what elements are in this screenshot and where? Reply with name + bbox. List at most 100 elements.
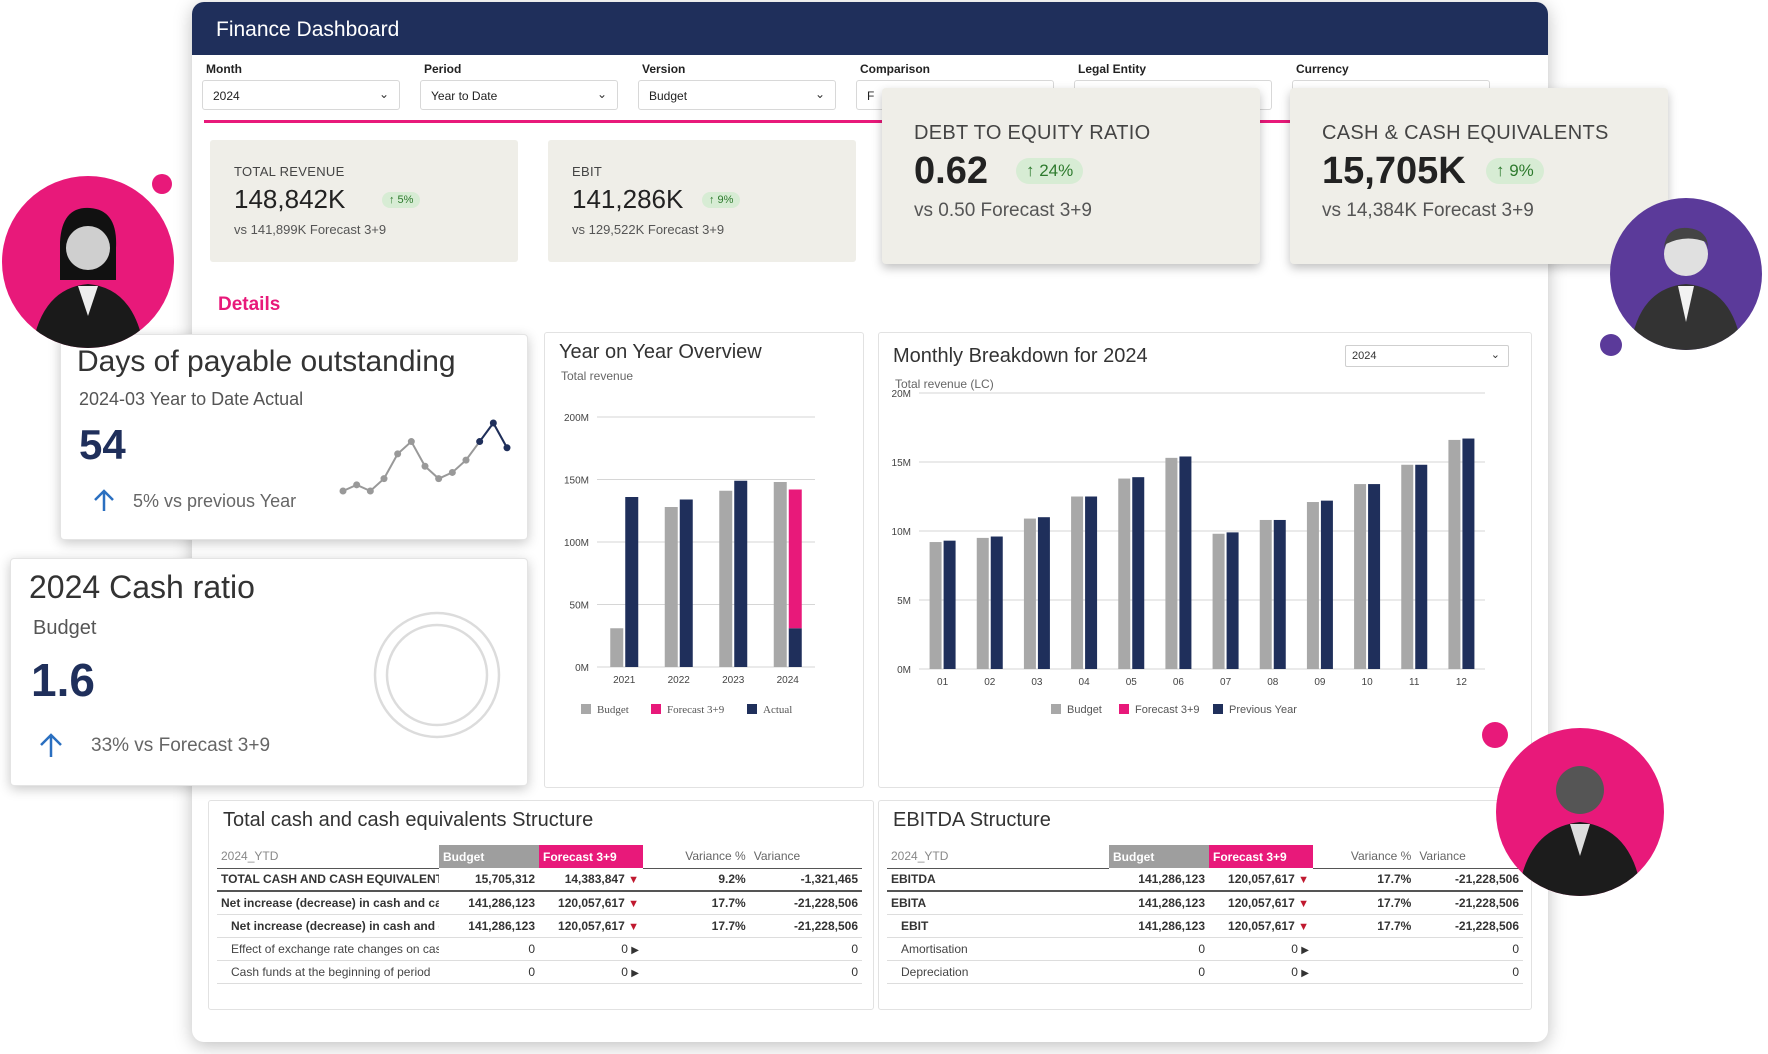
legend-label: Previous Year [1229, 704, 1297, 716]
year-dropdown-value: 2024 [1352, 350, 1377, 362]
kpi-value: 15,705K [1322, 150, 1466, 192]
filter-version[interactable]: Version Budget ⌄ [638, 62, 836, 110]
cell-variance: -21,228,506 [1415, 891, 1523, 915]
filter-month[interactable]: Month 2024 ⌄ [202, 62, 400, 110]
period-label: 2024_YTD [217, 845, 439, 869]
filter-label: Version [642, 62, 686, 76]
kpi-badge: ↑ 5% [382, 192, 421, 208]
card-value: 1.6 [31, 654, 95, 706]
cell-variance-pct: 17.7% [643, 891, 750, 915]
chart-title: Year on Year Overview [559, 341, 762, 363]
cell-variance-pct [1313, 960, 1416, 984]
cell-variance-pct: 17.7% [643, 914, 750, 938]
sparkline-point [462, 456, 470, 464]
cell-forecast: 120,057,617 ▼ [1209, 868, 1313, 892]
x-tick-label: 02 [984, 677, 996, 688]
ebitda-structure-panel: EBITDA Structure 2024_YTD Budget Forecast … [878, 800, 1532, 1010]
legend-swatch [651, 704, 661, 714]
x-tick-label: 03 [1031, 677, 1043, 688]
legend-label: Actual [763, 704, 792, 716]
cell-variance-pct [643, 960, 750, 984]
card-title: 2024 Cash ratio [29, 569, 255, 605]
cell-variance-pct [643, 937, 750, 961]
cell-forecast: 120,057,617 ▼ [539, 914, 643, 938]
triangle-down-icon: ▼ [628, 874, 639, 886]
card-change: 5% vs previous Year [133, 491, 297, 511]
filter-value: Year to Date [431, 89, 498, 103]
table-title: Total cash and cash equivalents Structur… [223, 809, 594, 831]
bar-budget [1071, 496, 1084, 669]
row-label: EBIT [887, 914, 1109, 938]
table-row: Cash funds at the beginning of period 0 0 … [217, 960, 862, 984]
table-row: Amortisation 0 0 ▶ 0 [887, 937, 1523, 961]
filter-value: Budget [649, 89, 688, 103]
bar-budget [610, 628, 624, 667]
dpo-card: Days of payable outstanding 2024-03 Year… [60, 334, 528, 540]
triangle-down-icon: ▼ [628, 897, 639, 910]
kpi-comparison: vs 141,899K Forecast 3+9 [234, 222, 387, 237]
cell-forecast: 0 ▶ [1209, 937, 1313, 961]
filter-select[interactable]: 2024 ⌄ [202, 80, 400, 110]
decor-dot-pink [152, 174, 172, 194]
legend-label: Forecast 3+9 [1135, 704, 1200, 716]
card-title: Days of payable outstanding [77, 345, 456, 378]
bar-budget [1023, 518, 1036, 669]
kpi-title: TOTAL REVENUE [234, 164, 345, 179]
legend-swatch [1213, 704, 1223, 714]
cell-budget: 0 [439, 937, 539, 961]
table-title: EBITDA Structure [893, 809, 1051, 831]
y-tick-label: 0M [897, 665, 911, 676]
filter-label: Currency [1296, 62, 1349, 76]
bar-actual [1085, 496, 1098, 669]
y-tick-label: 150M [564, 476, 589, 487]
header-budget: Budget [1109, 845, 1209, 868]
yoy-chart-panel: Year on Year Overview Total revenue 0M 50… [544, 332, 864, 788]
cash-ratio-card: 2024 Cash ratio Budget 1.6 33% vs Foreca… [10, 558, 528, 786]
kpi-total-revenue: TOTAL REVENUE 148,842K ↑ 5% vs 141,899K … [210, 140, 518, 262]
legend-label: Forecast 3+9 [667, 704, 725, 716]
cell-variance-pct: 17.7% [1313, 891, 1416, 915]
triangle-right-icon: ▶ [631, 967, 639, 979]
kpi-ebit: EBIT 141,286K ↑ 9% vs 129,522K Forecast … [548, 140, 856, 262]
person-photo-icon [32, 207, 144, 348]
bar-actual [990, 536, 1003, 669]
filter-select[interactable]: Year to Date ⌄ [420, 80, 618, 110]
period-label: 2024_YTD [887, 845, 1109, 869]
chart-subtitle: Total revenue [561, 369, 634, 383]
filter-period[interactable]: Period Year to Date ⌄ [420, 62, 618, 110]
bar-actual [1368, 484, 1381, 669]
cell-variance: 0 [749, 937, 862, 961]
kpi-value: 148,842K [234, 184, 346, 214]
table-header-row: 2024_YTD Budget Forecast 3+9 Variance % Vari… [217, 845, 862, 869]
card-value: 54 [79, 421, 126, 468]
avatar-woman [2, 176, 174, 348]
x-tick-label: 2024 [777, 675, 800, 686]
x-tick-label: 05 [1126, 677, 1138, 688]
table-row: Net increase (decrease) in cash and cash… [217, 891, 862, 915]
filter-select[interactable]: Budget ⌄ [638, 80, 836, 110]
bar-budget [929, 542, 942, 669]
cell-forecast: 120,057,617 ▼ [539, 891, 643, 915]
decor-dot-pink-2 [1482, 722, 1508, 748]
decor-dot-purple [1600, 334, 1622, 356]
cash-structure-panel: Total cash and cash equivalents Structur… [208, 800, 874, 1010]
year-dropdown[interactable]: 2024 ⌄ [1345, 345, 1509, 367]
bar-actual [679, 499, 693, 667]
y-tick-label: 100M [564, 538, 589, 549]
row-label: Depreciation [887, 960, 1109, 984]
table-row: EBITA 141,286,123 120,057,617 ▼ 17.7% -21,22… [887, 891, 1523, 915]
bar-budget [719, 490, 733, 667]
bar-budget [1212, 533, 1225, 669]
table-row: Effect of exchange rate changes on cash 0… [217, 937, 862, 961]
bar-actual [1273, 519, 1286, 669]
sparkline-point [339, 487, 347, 495]
y-tick-label: 200M [564, 413, 589, 424]
bar-actual [1415, 464, 1428, 669]
legend-swatch [747, 704, 757, 714]
bar-budget [1259, 519, 1272, 669]
cell-variance: 0 [749, 960, 862, 984]
sparkline-line [342, 421, 508, 493]
bar-actual [1179, 456, 1192, 669]
cell-variance-pct: 9.2% [643, 868, 750, 892]
sparkline-point [407, 438, 415, 446]
